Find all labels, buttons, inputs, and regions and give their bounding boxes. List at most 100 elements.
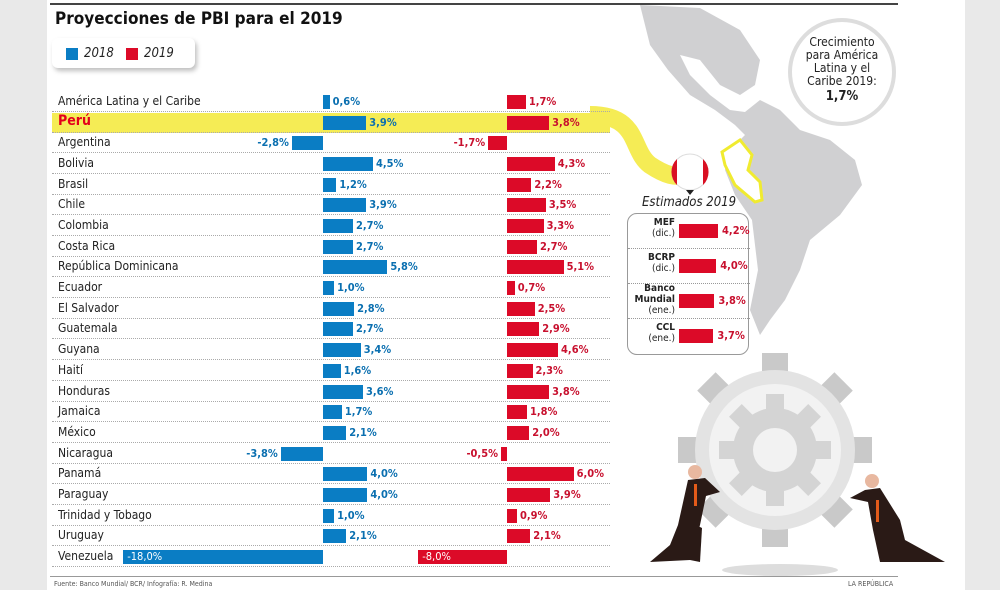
- legend-label-2019: 2019: [144, 46, 174, 61]
- bar-2019: [507, 115, 550, 130]
- table-row: Venezuela -18,0% -8,0%: [52, 547, 610, 567]
- bar-2019: [507, 301, 535, 316]
- bar-2018: [323, 405, 342, 420]
- bar-2019: [507, 239, 537, 254]
- estimate-value: 4,0%: [720, 259, 748, 272]
- value-label-2019: 2,1%: [533, 529, 561, 543]
- callout-line: para América: [805, 48, 879, 62]
- estimate-row: CCL (ene.) 3,7%: [628, 319, 750, 354]
- bar-2019: [507, 219, 544, 234]
- category-label: Perú: [58, 112, 91, 129]
- estimate-value: 3,7%: [717, 329, 745, 342]
- bar-2018: [323, 529, 347, 544]
- bar-2018: [323, 384, 363, 399]
- value-label-2018: 1,0%: [337, 281, 365, 295]
- estimate-bar: [679, 294, 715, 308]
- category-label: Colombia: [58, 218, 109, 233]
- table-row: Honduras 3,6% 3,8%: [52, 382, 610, 402]
- bar-2018: [123, 549, 323, 564]
- value-label-2018: 2,7%: [355, 239, 384, 253]
- value-label-2018: 1,2%: [339, 177, 367, 191]
- callout-line: Caribe 2019:: [807, 74, 877, 88]
- source-note: Fuente: Banco Mundial/ BCR/ Infografía: …: [54, 580, 213, 588]
- legend-item-2019: 2019: [126, 46, 174, 61]
- estimate-label: MEF (dic.): [652, 217, 675, 239]
- estimates-title: Estimados 2019: [642, 195, 737, 210]
- value-label-2018: 3,9%: [369, 198, 397, 212]
- value-label-2019: 4,6%: [561, 343, 589, 357]
- value-label-2018: 4,5%: [375, 157, 404, 171]
- bar-2019: [507, 157, 555, 172]
- value-label-2018: 4,0%: [370, 487, 398, 501]
- estimate-source: CCL: [656, 322, 675, 333]
- category-label: Nicaragua: [58, 445, 113, 460]
- bar-2018: [323, 115, 367, 130]
- category-label: República Dominicana: [58, 259, 179, 274]
- category-label: Guyana: [58, 342, 100, 357]
- table-row: El Salvador 2,8% 2,5%: [52, 299, 610, 319]
- table-row: Panamá 4,0% 6,0%: [52, 464, 610, 485]
- bar-2019: [507, 177, 532, 192]
- bar-2019: [507, 425, 530, 440]
- legend-label-2018: 2018: [84, 46, 114, 61]
- value-label-2018: 3,9%: [369, 115, 397, 129]
- table-row: Nicaragua -3,8% -0,5%: [52, 444, 610, 464]
- estimate-row: MEF (dic.) 4,2%: [628, 214, 750, 249]
- value-label-2019: 3,3%: [546, 219, 575, 233]
- estimates-box: MEF (dic.) 4,2% BCRP (dic.) 4,0% Banco Mundial…: [627, 213, 750, 355]
- category-label: Uruguay: [58, 528, 104, 543]
- peru-flag-icon: [671, 153, 709, 195]
- value-label-2018: 2,1%: [349, 425, 377, 439]
- value-label-2019: 2,7%: [539, 239, 568, 253]
- value-label-2018: 3,4%: [363, 343, 392, 357]
- value-label-2018: 2,1%: [349, 529, 377, 543]
- table-row: Argentina -2,8% -1,7%: [52, 133, 610, 154]
- bar-2019: [507, 260, 564, 275]
- gear-icon: [678, 353, 872, 547]
- value-label-2018: -3,8%: [246, 446, 278, 460]
- brand-credit: LA REPÚBLICA: [848, 580, 894, 588]
- category-label: Panamá: [58, 466, 102, 481]
- value-label-2018: 2,8%: [357, 301, 385, 315]
- value-label-2019: 3,9%: [553, 487, 581, 501]
- category-label: Bolivia: [58, 156, 95, 171]
- footer-rule: [50, 576, 898, 577]
- table-row: Haití 1,6% 2,3%: [52, 361, 610, 381]
- estimate-source: MEF: [653, 217, 675, 228]
- value-label-2018: 2,7%: [355, 219, 384, 233]
- table-row: Paraguay 4,0% 3,9%: [52, 485, 610, 505]
- bar-2019: [418, 549, 507, 564]
- table-row: Uruguay 2,1% 2,1%: [52, 526, 610, 547]
- bar-2019: [507, 363, 533, 378]
- category-label: Brasil: [58, 176, 89, 191]
- value-label-2019: 4,3%: [557, 157, 586, 171]
- bar-2018: [291, 136, 323, 151]
- bar-2019: [507, 405, 527, 420]
- callout-line: Crecimiento: [809, 35, 875, 49]
- value-label-2018: 1,0%: [337, 508, 365, 522]
- value-label-2018: 1,7%: [344, 405, 373, 419]
- table-row: Jamaica 1,7% 1,8%: [52, 402, 610, 423]
- category-label: Trinidad y Tobago: [58, 507, 152, 522]
- bar-2019: [507, 281, 515, 296]
- value-label-2019: 2,5%: [537, 301, 566, 315]
- callout-value: 1,7%: [825, 89, 859, 104]
- value-label-2019: 1,8%: [529, 405, 558, 419]
- legend: 2018 2019: [52, 38, 195, 68]
- bar-2018: [323, 177, 337, 192]
- category-label: Haití: [58, 362, 83, 377]
- bar-2018: [323, 95, 330, 109]
- bar-2018: [323, 508, 335, 523]
- table-row: Guyana 3,4% 4,6%: [52, 340, 610, 361]
- value-label-2018: 4,0%: [370, 467, 398, 481]
- estimate-value: 3,8%: [718, 294, 746, 307]
- estimate-label: CCL (ene.): [648, 322, 675, 344]
- legend-swatch-2019: [126, 47, 138, 60]
- value-label-2019: 3,5%: [548, 198, 577, 212]
- category-label: Honduras: [58, 383, 110, 398]
- bar-2018: [323, 301, 355, 316]
- estimate-source: BCRP: [648, 252, 675, 263]
- value-label-2019: 2,9%: [542, 322, 570, 336]
- bar-2019: [507, 95, 526, 109]
- category-label: Ecuador: [58, 280, 103, 295]
